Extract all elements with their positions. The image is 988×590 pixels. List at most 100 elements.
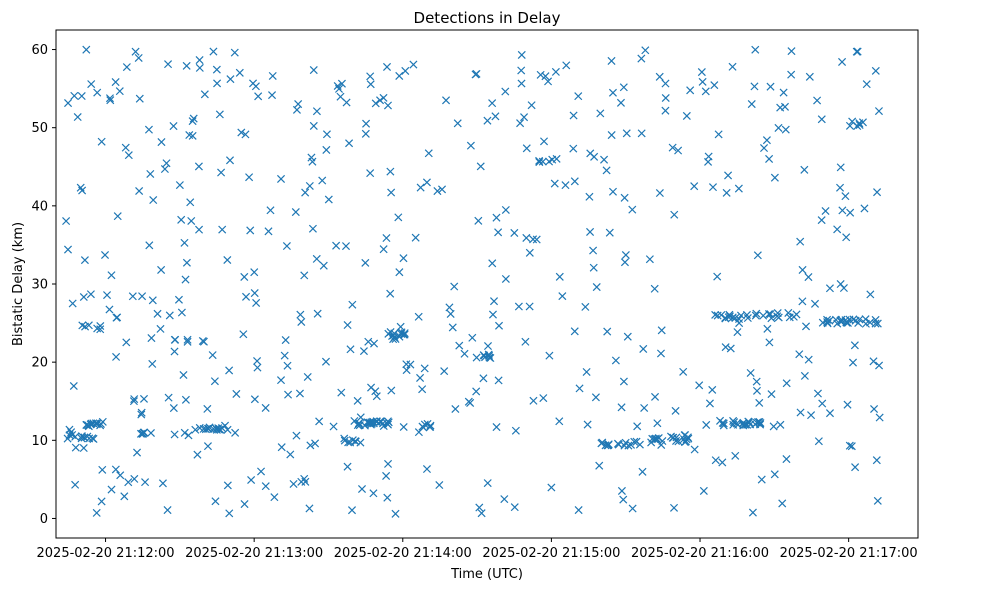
detection-marker <box>756 418 765 428</box>
detection-marker <box>611 356 620 365</box>
detection-marker <box>297 477 306 486</box>
detection-marker <box>855 315 864 324</box>
detection-marker <box>535 158 544 167</box>
detection-marker <box>289 479 298 489</box>
detection-marker <box>721 314 730 323</box>
detection-marker <box>492 423 501 432</box>
detection-marker <box>147 334 156 343</box>
detection-marker <box>637 54 646 63</box>
detection-marker <box>807 411 816 420</box>
detection-marker <box>586 227 595 236</box>
y-tick-label: 40 <box>31 199 48 214</box>
detection-marker <box>111 78 120 87</box>
detection-marker <box>181 275 190 284</box>
detection-marker <box>386 289 395 298</box>
detection-marker <box>817 115 826 124</box>
detection-marker <box>184 431 193 440</box>
detection-marker <box>195 56 204 65</box>
detection-marker <box>800 165 809 174</box>
detection-marker <box>217 168 226 177</box>
detection-marker <box>157 138 166 147</box>
detection-marker <box>87 80 96 89</box>
detection-marker <box>210 377 219 386</box>
detection-marker <box>704 157 713 166</box>
detection-marker <box>719 419 728 428</box>
detection-marker <box>241 130 250 139</box>
detection-marker <box>838 206 847 215</box>
detection-marker <box>340 434 349 443</box>
detection-marker <box>718 458 727 467</box>
y-tick-label: 50 <box>31 121 48 136</box>
detection-marker <box>98 465 107 474</box>
detection-marker <box>862 80 871 89</box>
y-tick-label: 30 <box>31 278 48 293</box>
detection-marker <box>280 351 289 360</box>
detection-marker <box>520 113 529 122</box>
detection-marker <box>818 399 827 408</box>
detection-marker <box>697 68 706 77</box>
detection-marker <box>187 216 196 226</box>
detection-marker <box>632 437 641 446</box>
detection-marker <box>754 417 763 427</box>
detection-marker <box>847 442 856 451</box>
detection-marker <box>254 92 263 101</box>
detection-marker <box>474 216 483 225</box>
detection-marker <box>322 130 331 139</box>
detection-marker <box>347 506 357 515</box>
detection-marker <box>130 474 139 483</box>
detection-marker <box>346 345 355 354</box>
detection-marker <box>181 395 190 404</box>
detection-marker <box>468 333 477 342</box>
detection-marker <box>620 193 629 202</box>
detection-marker <box>182 61 191 70</box>
detection-marker <box>93 88 102 97</box>
detection-marker <box>201 425 210 434</box>
detection-marker <box>535 156 544 165</box>
detection-marker <box>134 53 143 62</box>
detection-marker <box>570 177 579 186</box>
detection-marker <box>494 321 504 330</box>
detection-marker <box>137 410 146 419</box>
detection-marker <box>163 506 172 515</box>
detection-marker <box>361 258 370 267</box>
detection-marker <box>708 183 718 192</box>
detection-marker <box>472 387 481 396</box>
detection-marker <box>686 86 695 95</box>
detection-marker <box>341 242 351 251</box>
detection-marker <box>80 256 89 265</box>
detection-marker <box>582 367 591 377</box>
detection-marker <box>661 93 670 103</box>
detection-marker <box>655 72 664 81</box>
detection-marker <box>488 310 497 319</box>
detection-marker <box>333 81 342 91</box>
detection-marker <box>203 404 212 413</box>
detection-marker <box>589 246 598 255</box>
detection-marker <box>301 188 310 197</box>
detection-marker <box>130 395 139 404</box>
detection-marker <box>424 149 433 158</box>
detection-marker <box>845 121 854 130</box>
detection-marker <box>390 333 399 342</box>
detection-marker <box>595 461 604 470</box>
detection-marker <box>755 398 764 407</box>
detection-marker <box>679 367 688 376</box>
detection-marker <box>798 265 807 274</box>
detection-marker <box>164 393 173 402</box>
detection-marker <box>277 443 286 452</box>
detection-marker <box>778 499 787 508</box>
detection-marker <box>180 238 189 247</box>
detection-marker <box>105 94 114 103</box>
y-axis: 0 10 20 30 40 50 60 <box>31 43 56 527</box>
detection-marker <box>698 77 707 86</box>
detection-marker <box>836 280 845 289</box>
detection-marker <box>585 192 594 201</box>
detection-marker <box>855 119 864 128</box>
detection-marker <box>411 233 420 242</box>
detection-marker <box>420 364 429 373</box>
detection-marker <box>79 443 88 453</box>
detection-marker <box>626 440 636 449</box>
detection-marker <box>218 225 227 234</box>
x-tick-label: 2025-02-20 21:16:00 <box>631 546 769 561</box>
detection-marker <box>448 323 457 332</box>
detection-marker <box>245 173 254 182</box>
